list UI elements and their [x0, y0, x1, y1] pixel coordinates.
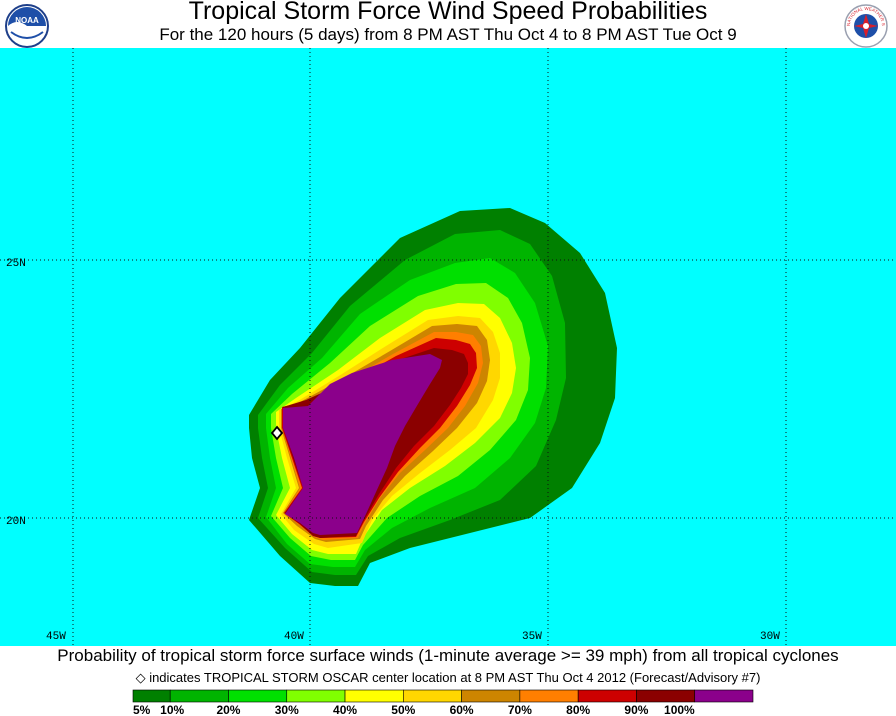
probability-legend: 5% 10% 20% 30% 40% 50% 60% 70% 80% 90% 100%: [132, 689, 754, 716]
legend-label: 90%: [624, 703, 648, 716]
legend-label: 50%: [391, 703, 415, 716]
marker-note-line: ◇ indicates TROPICAL STORM OSCAR center …: [0, 670, 896, 686]
diamond-legend-icon: ◇: [135, 670, 146, 685]
diamond-icon: [270, 425, 284, 441]
legend-swatch: [344, 689, 404, 703]
lon-label-35w: 35W: [522, 631, 542, 643]
storm-center-marker: [270, 425, 284, 441]
legend-swatch: [461, 689, 521, 703]
legend-color-bar: [132, 689, 754, 703]
legend-swatch: [636, 689, 696, 703]
legend-label: 10%: [160, 703, 184, 716]
legend-label: 40%: [333, 703, 357, 716]
legend-swatch: [286, 689, 346, 703]
graticule: [0, 48, 896, 646]
legend-swatch: [132, 689, 171, 703]
legend-swatch: [694, 689, 754, 703]
lon-label-30w: 30W: [760, 631, 780, 643]
legend-swatch: [577, 689, 637, 703]
lon-label-40w: 40W: [284, 631, 304, 643]
probability-map: 25N 20N 45W 40W 35W 30W: [0, 48, 896, 646]
noaa-logo-icon: NOAA: [5, 4, 49, 48]
legend-swatch: [519, 689, 579, 703]
lon-label-45w: 45W: [46, 631, 66, 643]
contour-100pct: [283, 354, 442, 535]
legend-swatch: [403, 689, 462, 703]
marker-note: indicates TROPICAL STORM OSCAR center lo…: [149, 670, 761, 685]
legend-label: 100%: [664, 703, 695, 716]
legend-label: 20%: [216, 703, 240, 716]
legend-swatch: [169, 689, 229, 703]
axis-labels: 25N 20N 45W 40W 35W 30W: [6, 258, 780, 643]
legend-swatch: [228, 689, 288, 703]
page-subtitle: For the 120 hours (5 days) from 8 PM AST…: [159, 25, 737, 44]
map-caption: Probability of tropical storm force surf…: [57, 646, 839, 665]
legend-labels: 5% 10% 20% 30% 40% 50% 60% 70% 80% 90% 100%: [133, 703, 695, 716]
probability-contours: [249, 208, 617, 586]
legend-label: 60%: [450, 703, 474, 716]
legend-label: 30%: [275, 703, 299, 716]
legend-label: 80%: [566, 703, 590, 716]
lat-label-20n: 20N: [6, 516, 26, 528]
lat-label-25n: 25N: [6, 258, 26, 270]
legend-label: 70%: [508, 703, 532, 716]
noaa-logo-text: NOAA: [15, 16, 39, 25]
page-title: Tropical Storm Force Wind Speed Probabil…: [188, 0, 708, 25]
header: NOAA Tropical Storm Force Wind Speed Pro…: [0, 0, 896, 48]
legend-label: 5%: [133, 703, 151, 716]
nws-logo-icon: NATIONAL WEATHER SERVICE: [844, 4, 888, 48]
